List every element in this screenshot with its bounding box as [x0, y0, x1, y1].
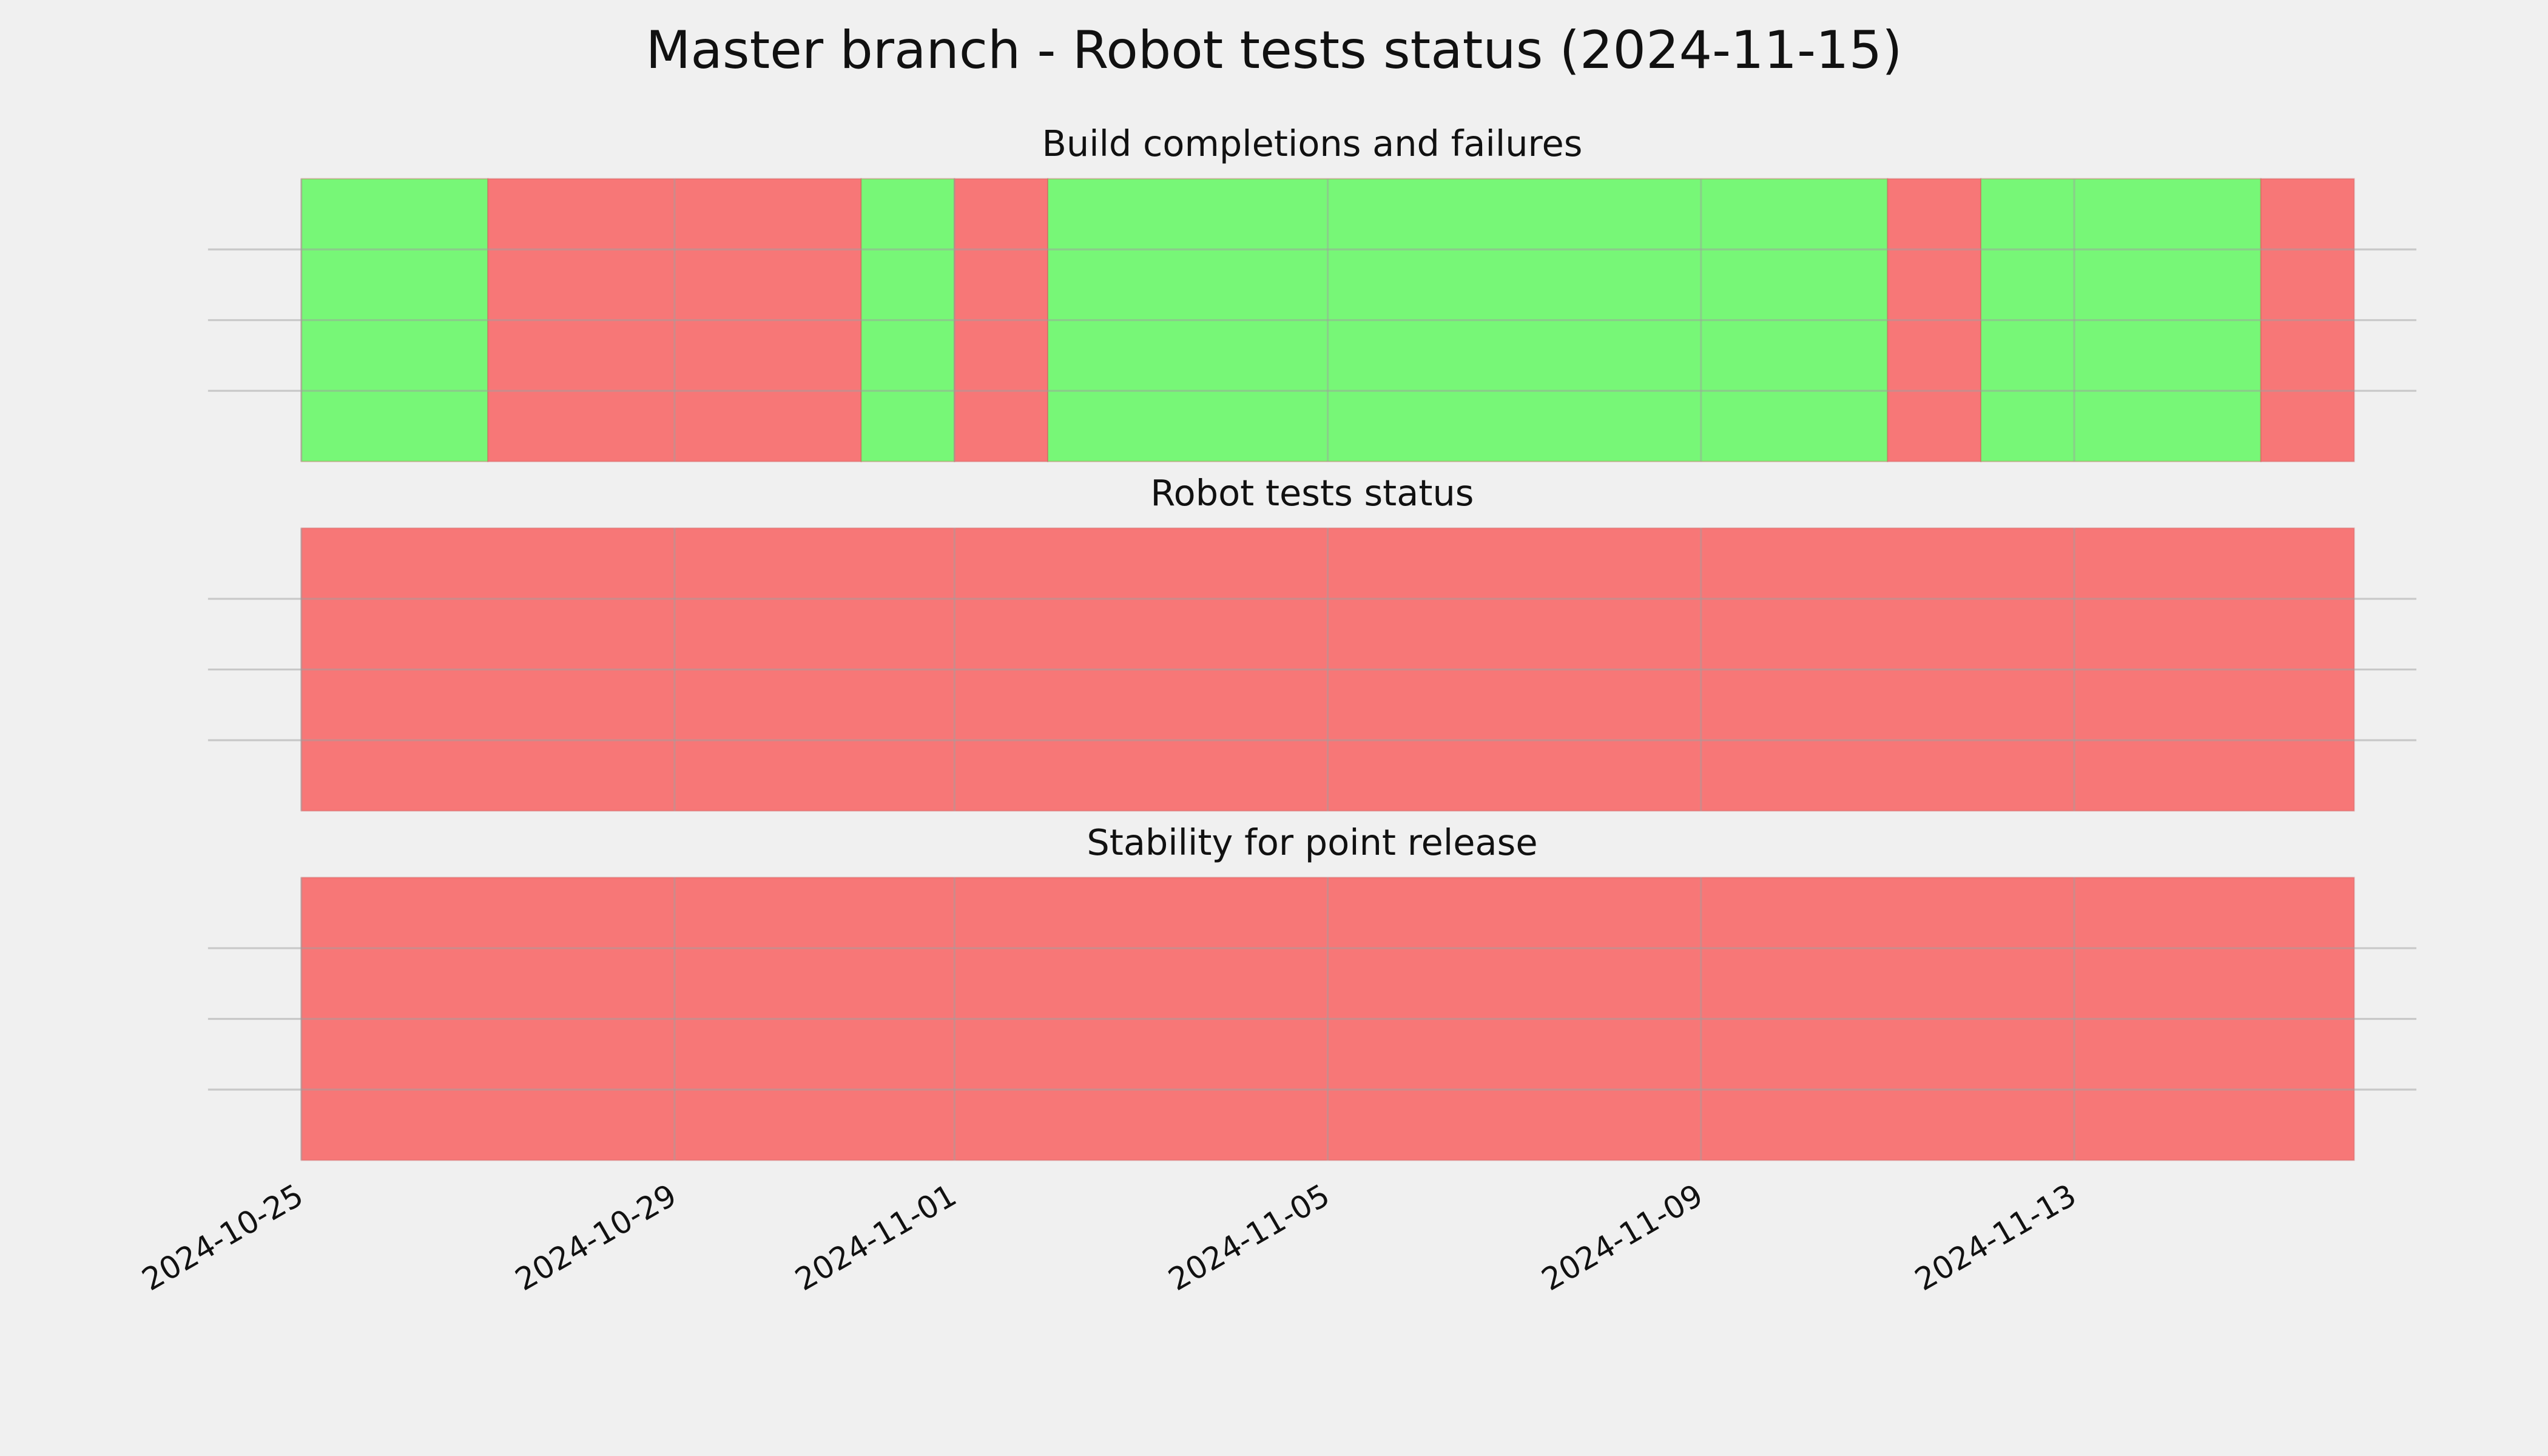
- panel-title: Build completions and failures: [1042, 123, 1582, 164]
- panel-title: Stability for point release: [1087, 821, 1537, 863]
- chart-title: Master branch - Robot tests status (2024…: [645, 20, 1902, 81]
- panel-title: Robot tests status: [1150, 472, 1474, 514]
